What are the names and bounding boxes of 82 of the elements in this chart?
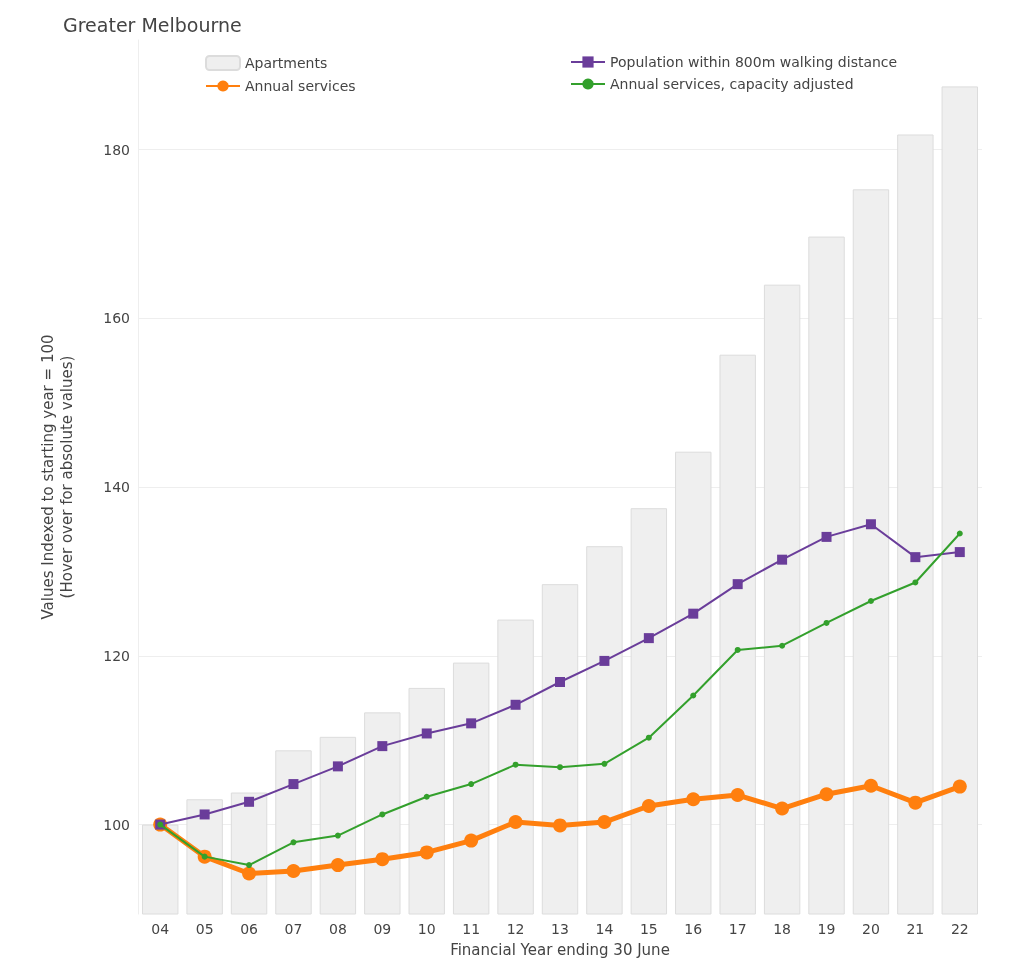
x-tick-label: 19 — [817, 921, 836, 937]
point — [908, 795, 923, 810]
point — [775, 801, 790, 816]
point — [865, 519, 876, 530]
point — [645, 734, 652, 741]
legend-label: Apartments — [245, 55, 328, 71]
point — [199, 809, 210, 820]
point — [952, 779, 967, 794]
y-tick-label: 180 — [103, 141, 130, 158]
point — [954, 547, 965, 558]
point — [867, 598, 874, 605]
y-tick-label: 120 — [103, 647, 130, 664]
point — [512, 761, 519, 768]
point — [643, 633, 654, 644]
point — [286, 863, 301, 878]
x-axis-title: Financial Year ending 30 June — [450, 940, 670, 959]
point — [421, 728, 432, 739]
x-tick-label: 11 — [462, 921, 481, 937]
chart-title: Greater Melbourne — [63, 13, 242, 36]
point — [730, 788, 745, 803]
point — [686, 792, 701, 807]
x-tick-label: 14 — [595, 921, 614, 937]
legend-label: Population within 800m walking distance — [610, 54, 898, 70]
legend-label: Annual services, capacity adjusted — [610, 76, 854, 92]
point — [419, 845, 434, 860]
point — [863, 778, 878, 793]
point — [910, 552, 921, 563]
x-tick-label: 07 — [284, 921, 303, 937]
point — [464, 833, 479, 848]
point — [557, 764, 563, 771]
point — [597, 815, 612, 830]
x-tick-label: 13 — [551, 921, 569, 937]
x-tick-label: 17 — [728, 921, 747, 937]
x-tick-label: 06 — [240, 921, 259, 937]
point — [242, 866, 257, 881]
point — [956, 530, 963, 537]
x-tick-label: 21 — [906, 921, 925, 937]
point — [777, 554, 788, 565]
point — [508, 815, 523, 830]
point — [332, 761, 343, 772]
legend-label: Annual services — [245, 78, 356, 94]
point — [688, 608, 699, 619]
point — [334, 832, 341, 839]
point — [819, 787, 834, 802]
point — [779, 642, 786, 649]
point — [555, 677, 565, 687]
x-tick-label: 04 — [151, 921, 170, 937]
point — [821, 531, 832, 542]
point — [423, 793, 430, 800]
point — [466, 718, 477, 729]
point — [330, 858, 345, 873]
point — [912, 579, 919, 586]
point — [823, 619, 830, 626]
point — [510, 699, 521, 710]
point — [246, 862, 253, 869]
x-tick-label: 05 — [195, 921, 214, 937]
point — [290, 839, 297, 846]
x-tick-label: 20 — [862, 921, 880, 937]
point — [599, 655, 610, 666]
x-tick-label: 22 — [950, 921, 969, 937]
x-tick-label: 08 — [328, 921, 347, 937]
point — [732, 579, 743, 590]
point — [288, 779, 299, 790]
x-tick-label: 16 — [684, 921, 703, 937]
point — [641, 799, 656, 814]
point — [601, 760, 608, 767]
point — [553, 818, 567, 833]
point — [377, 741, 388, 752]
point — [734, 646, 741, 653]
y-tick-label: 140 — [103, 479, 130, 496]
point — [244, 796, 255, 807]
y-axis-title: Values Indexed to starting year = 100 (Hover over for absolute values) — [38, 334, 76, 620]
x-tick-label: 12 — [506, 921, 525, 937]
point — [690, 692, 697, 699]
point — [375, 852, 390, 867]
x-tick-label: 10 — [417, 921, 436, 937]
point — [468, 781, 475, 788]
x-tick-label: 18 — [773, 921, 792, 937]
y-tick-label: 100 — [103, 816, 130, 833]
x-tick-label: 15 — [639, 921, 658, 937]
y-tick-label: 160 — [103, 310, 130, 327]
x-tick-label: 09 — [373, 921, 392, 937]
